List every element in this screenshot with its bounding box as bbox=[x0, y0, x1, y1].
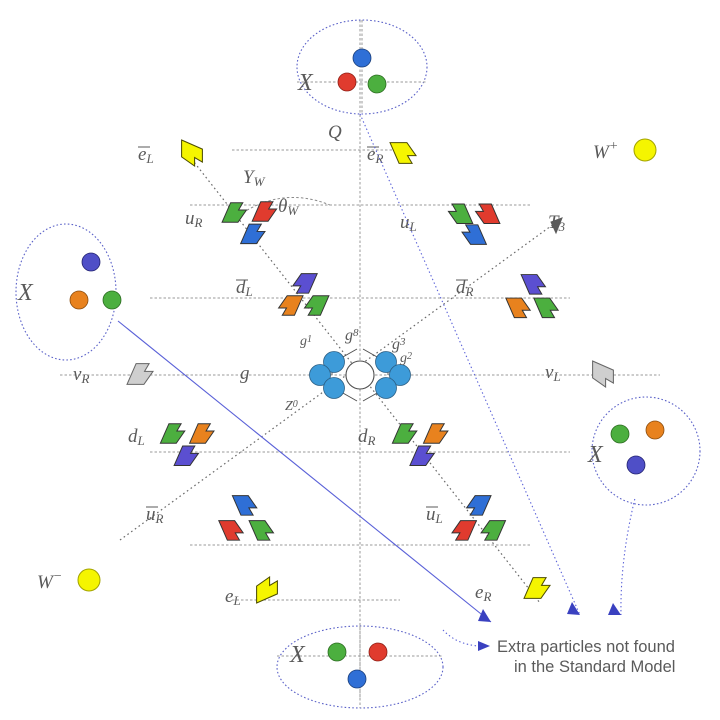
svg-text:Q: Q bbox=[328, 122, 342, 143]
svg-text:g2: g2 bbox=[400, 351, 412, 366]
svg-text:dR: dR bbox=[358, 426, 376, 448]
svg-text:νL: νL bbox=[545, 362, 561, 384]
svg-text:Extra particles not found: Extra particles not found bbox=[497, 638, 675, 656]
svg-text:g1: g1 bbox=[300, 334, 312, 349]
svg-text:YW: YW bbox=[243, 167, 266, 189]
svg-text:in the Standard Model: in the Standard Model bbox=[514, 658, 675, 676]
svg-text:T3: T3 bbox=[548, 212, 566, 234]
svg-text:W−: W− bbox=[37, 569, 62, 593]
svg-text:θW: θW bbox=[278, 196, 299, 218]
svg-text:W+: W+ bbox=[593, 139, 618, 163]
svg-text:X: X bbox=[297, 70, 314, 96]
svg-text:eL: eL bbox=[225, 586, 241, 608]
svg-text:X: X bbox=[587, 442, 604, 468]
svg-text:uR: uR bbox=[185, 208, 203, 230]
svg-text:X: X bbox=[289, 642, 306, 668]
svg-text:dL: dL bbox=[128, 426, 145, 448]
svg-text:uL: uL bbox=[400, 212, 417, 234]
svg-text:νR: νR bbox=[73, 364, 89, 386]
svg-text:g: g bbox=[240, 363, 250, 384]
svg-text:X: X bbox=[17, 280, 34, 306]
svg-text:g8: g8 bbox=[345, 327, 359, 344]
svg-text:eR: eR bbox=[475, 582, 491, 604]
